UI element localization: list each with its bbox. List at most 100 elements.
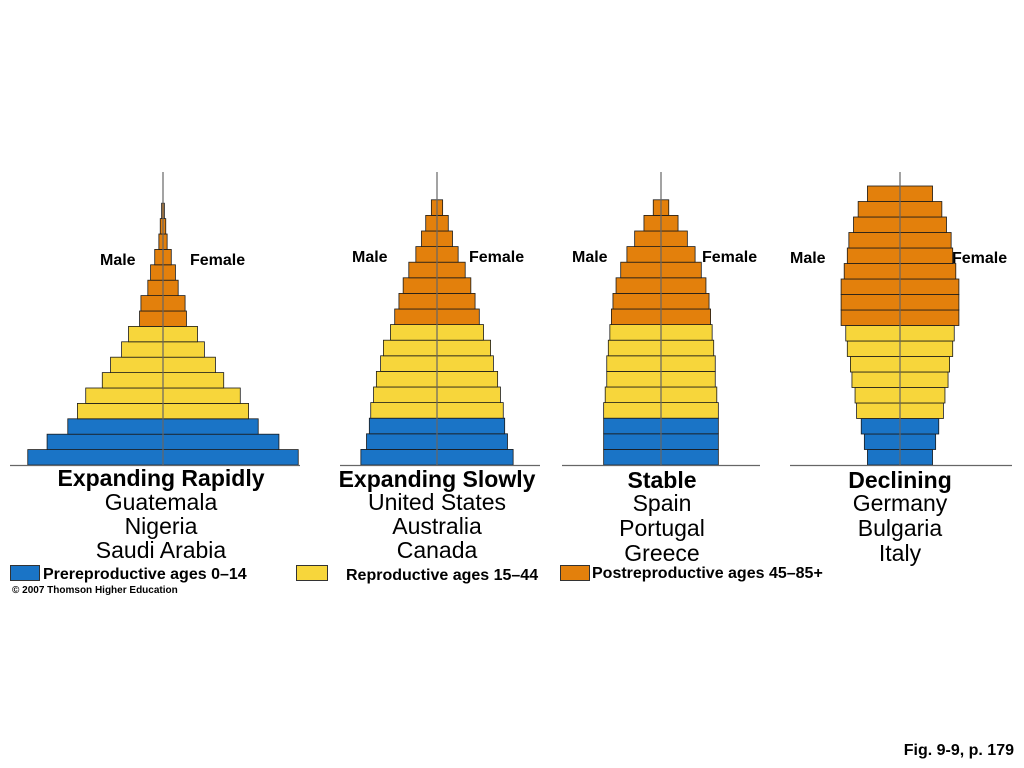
cohort-bar-male-postreproductive <box>408 261 438 279</box>
cohort-bar-male-reproductive <box>370 402 438 419</box>
cohort-bar-female-reproductive <box>162 402 249 420</box>
legend-label-prereproductive: Prereproductive ages 0–14 <box>43 566 247 583</box>
cohort-bar-female-prereproductive <box>660 417 719 435</box>
cohort-bar-female-reproductive <box>660 370 716 388</box>
cohort-bar-male-postreproductive <box>652 199 662 216</box>
country-label: Germany <box>852 490 948 516</box>
cohort-bar-female-reproductive <box>899 371 949 388</box>
cohort-bar-female-postreproductive <box>436 246 459 263</box>
copyright-notice: © 2007 Thomson Higher Education <box>12 585 178 596</box>
cohort-bar-female-postreproductive <box>162 233 168 250</box>
female-label: Female <box>952 250 1007 267</box>
cohort-bar-male-prereproductive <box>67 418 164 435</box>
cohort-bar-female-reproductive <box>660 339 715 357</box>
cohort-bar-male-postreproductive <box>421 230 438 248</box>
pyramid-declining: Male Female <box>790 172 1012 467</box>
cohort-bar-female-postreproductive <box>436 308 480 326</box>
cohort-bar-male-postreproductive <box>140 295 164 312</box>
country-label: Greece <box>624 540 700 566</box>
cohort-bar-female-reproductive <box>660 324 713 341</box>
cohort-bar-female-postreproductive <box>162 295 186 312</box>
cohort-bar-male-prereproductive <box>860 418 901 435</box>
cohort-bar-male-postreproductive <box>139 310 164 327</box>
age-structure-diagrams: Male Female Male Female Male Female Male Female <box>10 172 1012 467</box>
cohort-bar-female-postreproductive <box>660 261 702 279</box>
cohort-bar-male-postreproductive <box>158 233 164 250</box>
cohort-bar-female-prereproductive <box>162 433 280 451</box>
cohort-bar-female-reproductive <box>899 356 950 373</box>
cohort-bar-male-postreproductive <box>620 261 662 279</box>
cohort-bar-female-reproductive <box>436 370 499 388</box>
figure-reference: Fig. 9-9, p. 179 <box>903 742 1014 759</box>
cohort-bar-female-postreproductive <box>899 232 952 249</box>
cohort-bar-male-reproductive <box>606 355 662 372</box>
cohort-bar-male-reproductive <box>77 402 164 420</box>
cohort-bar-female-postreproductive <box>436 277 472 294</box>
cohort-bar-male-postreproductive <box>843 263 901 280</box>
cohort-bar-male-postreproductive <box>846 247 901 264</box>
cohort-bar-male-postreproductive <box>150 264 164 281</box>
cohort-bar-female-postreproductive <box>899 201 943 218</box>
pyramid-title-expanding-rapidly: Expanding Rapidly <box>57 465 265 491</box>
cohort-bar-male-prereproductive <box>46 433 164 451</box>
country-label: Spain <box>632 490 692 516</box>
cohort-bar-female-reproductive <box>162 341 205 358</box>
country-label: Canada <box>396 537 478 563</box>
cohort-bar-male-reproductive <box>85 387 164 404</box>
cohort-bar-male-reproductive <box>390 324 438 341</box>
cohort-bar-female-prereproductive <box>660 448 719 466</box>
country-label: Nigeria <box>124 513 198 539</box>
cohort-bar-female-reproductive <box>436 339 491 357</box>
cohort-bar-male-postreproductive <box>867 185 901 202</box>
cohort-bar-female-postreproductive <box>899 263 957 280</box>
cohort-bar-female-postreproductive <box>660 292 710 310</box>
pyramid-expanding-rapidly: Male Female <box>10 172 300 467</box>
cohort-bar-male-reproductive <box>128 325 164 343</box>
cohort-bar-female-postreproductive <box>162 310 187 327</box>
male-label: Male <box>790 250 826 267</box>
female-label: Female <box>469 249 524 266</box>
cohort-bar-male-postreproductive <box>402 277 438 294</box>
cohort-bar-male-postreproductive <box>626 246 662 263</box>
country-label: United States <box>367 489 507 515</box>
cohort-bar-female-postreproductive <box>162 248 172 266</box>
cohort-bar-female-reproductive <box>436 402 504 419</box>
cohort-bar-female-postreproductive <box>899 185 933 202</box>
cohort-bar-female-reproductive <box>899 387 946 404</box>
cohort-bar-female-postreproductive <box>436 261 466 279</box>
cohort-bar-female-postreproductive <box>899 309 960 326</box>
country-label: Italy <box>878 540 922 566</box>
cohort-bar-female-reproductive <box>660 386 718 404</box>
cohort-bar-female-postreproductive <box>660 230 688 248</box>
cohort-bar-male-reproductive <box>606 370 662 388</box>
cohort-bar-male-reproductive <box>851 371 901 388</box>
cohort-bar-male-postreproductive <box>430 199 438 216</box>
cohort-bar-female-prereproductive <box>436 433 508 450</box>
cohort-bar-male-prereproductive <box>603 417 662 435</box>
female-label: Female <box>702 249 757 266</box>
cohort-bar-male-reproductive <box>850 356 901 373</box>
cohort-bar-female-reproductive <box>436 386 501 404</box>
cohort-bar-male-postreproductive <box>612 292 662 310</box>
cohort-bar-female-postreproductive <box>162 264 176 281</box>
cohort-bar-female-postreproductive <box>436 214 449 232</box>
male-label: Male <box>100 252 136 269</box>
cohort-bar-female-postreproductive <box>660 277 707 294</box>
cohort-bar-female-reproductive <box>162 387 241 404</box>
cohort-bar-female-postreproductive <box>162 279 179 297</box>
legend-swatch-postreproductive <box>560 565 590 581</box>
cohort-bar-female-prereproductive <box>899 418 940 435</box>
cohort-bar-female-reproductive <box>436 355 494 372</box>
cohort-bar-male-postreproductive <box>853 216 901 233</box>
cohort-bar-male-reproductive <box>845 325 901 342</box>
pyramid-stable: Male Female <box>562 172 760 467</box>
cohort-bar-male-reproductive <box>373 386 438 404</box>
cohort-bar-male-prereproductive <box>366 433 438 450</box>
cohort-bar-male-postreproductive <box>634 230 662 248</box>
cohort-bar-male-reproductive <box>380 355 438 372</box>
cohort-bar-male-prereproductive <box>863 433 901 450</box>
legend-label-reproductive: Reproductive ages 15–44 <box>346 567 539 584</box>
cohort-bar-male-postreproductive <box>840 309 901 326</box>
cohort-bar-female-prereproductive <box>162 449 299 466</box>
cohort-bar-female-reproductive <box>660 355 716 372</box>
